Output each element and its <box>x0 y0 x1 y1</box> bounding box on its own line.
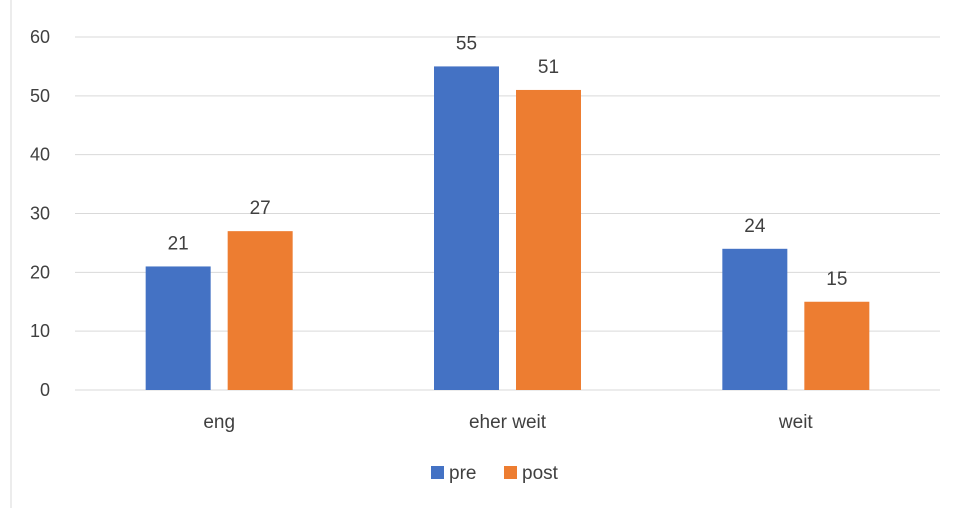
legend: pre post <box>431 463 559 484</box>
bar-pre-2 <box>722 248 788 390</box>
x-tick-label: eher weit <box>469 412 547 433</box>
data-label-pre-1: 55 <box>456 33 477 54</box>
bar-post-0 <box>227 231 293 390</box>
y-tick-label: 40 <box>30 145 50 165</box>
data-label-post-1: 51 <box>538 57 559 78</box>
bar-pre-0 <box>145 266 211 390</box>
data-label-pre-0: 21 <box>168 233 189 254</box>
data-label-post-0: 27 <box>250 198 271 219</box>
y-tick-label: 10 <box>30 321 50 341</box>
bars <box>145 66 870 391</box>
legend-swatch-post <box>504 466 517 479</box>
y-tick-label: 0 <box>40 380 50 400</box>
y-tick-label: 60 <box>30 27 50 47</box>
gridlines <box>75 36 940 391</box>
y-tick-label: 20 <box>30 262 50 282</box>
legend-label-pre: pre <box>449 463 476 484</box>
x-tick-label: weit <box>778 412 814 433</box>
bar-pre-1 <box>434 66 499 391</box>
bar-post-1 <box>516 89 581 390</box>
data-label-pre-2: 24 <box>744 216 766 237</box>
y-tick-label: 50 <box>30 86 50 106</box>
data-labels: 21 27 55 51 24 15 <box>168 33 848 289</box>
data-label-post-2: 15 <box>826 269 847 290</box>
legend-swatch-pre <box>431 466 444 479</box>
y-tick-label: 30 <box>30 204 50 224</box>
x-tick-label: eng <box>203 412 235 433</box>
y-axis-tick-labels: 0 10 20 30 40 50 60 <box>30 27 50 400</box>
x-axis-tick-labels: eng eher weit weit <box>203 412 813 433</box>
bar-post-2 <box>804 301 870 390</box>
legend-label-post: post <box>522 463 559 484</box>
